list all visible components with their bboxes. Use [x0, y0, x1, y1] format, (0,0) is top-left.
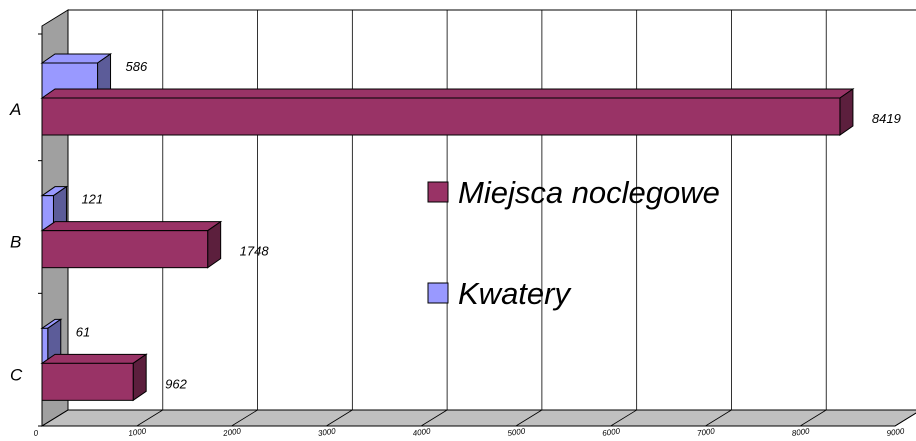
- floor-gridline: [610, 409, 637, 427]
- value-axis: 0 1000 2000 3000 4000 5000 6000 7000 8000 9000: [33, 427, 905, 439]
- bar-miejsca-b-front: [41, 230, 209, 269]
- floor-gridline: [136, 409, 163, 427]
- tick-label-5000: 5000: [507, 427, 526, 438]
- data-label-miejsca-c: 962: [165, 376, 187, 391]
- tick-label-2000: 2000: [222, 427, 242, 439]
- category-label-c: C: [10, 365, 23, 384]
- tick-label-1000: 1000: [128, 427, 147, 438]
- legend-label-kwatery: Kwatery: [458, 276, 572, 311]
- floor-gridline: [515, 409, 543, 427]
- legend-label-miejsca-noclegowe: Miejsca noclegowe: [458, 175, 720, 210]
- data-label-kwatery-b: 121: [81, 192, 103, 207]
- tick-label-3000: 3000: [317, 427, 336, 438]
- tick-label-7000: 7000: [696, 427, 715, 438]
- floor-gridline: [894, 412, 916, 427]
- tick-label-6000: 6000: [602, 427, 621, 438]
- tick-label-9000: 9000: [886, 427, 905, 438]
- category-axis: A B C: [9, 100, 23, 384]
- floor-gridline: [231, 409, 258, 427]
- tick-label-8000: 8000: [791, 427, 810, 438]
- floor-gridline: [800, 409, 827, 427]
- data-labels: 586 8419 121 1748 61 962: [76, 59, 901, 391]
- bar-miejsca-b: [40, 220, 223, 269]
- tick-label-0: 0: [33, 428, 39, 438]
- floor: [40, 409, 916, 427]
- back-wall: [67, 9, 916, 411]
- floor-gridline: [420, 409, 448, 427]
- bar-miejsca-c: [40, 353, 148, 402]
- bar-miejsca-a: [40, 88, 855, 136]
- bar-miejsca-c-top: [40, 353, 148, 364]
- bar-miejsca-a-top: [40, 88, 855, 99]
- floor-gridline: [326, 409, 353, 427]
- tick-label-4000: 4000: [412, 427, 431, 438]
- data-label-miejsca-b: 1748: [240, 244, 270, 259]
- bar-miejsca-b-top: [40, 221, 223, 232]
- data-label-kwatery-a: 586: [126, 59, 148, 74]
- floor-gridline: [41, 409, 69, 427]
- gridlines: [41, 10, 916, 427]
- legend-swatch-miejsca-noclegowe: [427, 181, 449, 203]
- legend-swatch-kwatery: [427, 282, 449, 304]
- floor-gridline: [705, 409, 732, 427]
- data-label-kwatery-c: 61: [76, 324, 90, 339]
- category-label-b: B: [10, 233, 21, 252]
- chart-walls: [38, 9, 916, 427]
- category-label-a: A: [9, 100, 21, 119]
- data-label-miejsca-a: 8419: [872, 111, 901, 126]
- bar-miejsca-a-front: [41, 97, 841, 136]
- legend: Miejsca noclegowe Kwatery: [427, 175, 720, 311]
- bar-miejsca-c-front: [41, 362, 134, 401]
- bars: [40, 53, 855, 402]
